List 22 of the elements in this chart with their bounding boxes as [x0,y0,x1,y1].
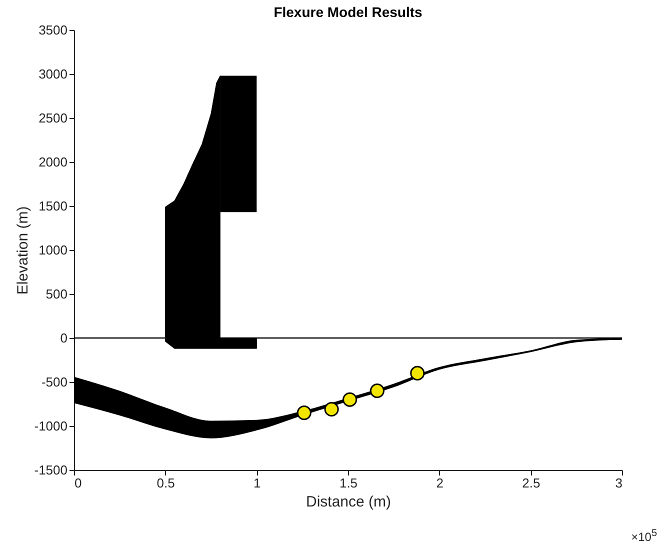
x-tick-label: 1 [254,476,261,490]
y-tick-label: 1500 [38,198,68,214]
x-tick-label: 0.5 [156,476,175,490]
y-tick-label: 3000 [38,66,68,82]
text: ×10$^{5}$ [631,528,657,544]
y-axis-title: Elevation (m) [14,206,32,295]
x-tick-label: 2 [436,476,444,490]
y-tick-label: 1000 [38,242,68,258]
y-tick-label: 0 [60,330,68,346]
y-tick-label: 2500 [38,110,68,126]
y-tick-label: -500 [41,374,68,390]
y-tick-label: 3500 [38,22,68,38]
x-tick-label: 0 [74,476,82,490]
x-axis-title: Distance (m) [306,494,392,510]
y-tick-label: -1500 [34,462,68,478]
y-tick-label: 2000 [38,154,68,170]
x-tick-label: 1.5 [339,476,358,490]
x-tick-label: 2.5 [522,476,540,490]
x-tick-label: 3 [615,476,622,490]
y-tick-label: -1000 [34,418,68,434]
y-tick-label: 500 [46,286,68,302]
chart-title: Flexure Model Results [274,4,423,20]
